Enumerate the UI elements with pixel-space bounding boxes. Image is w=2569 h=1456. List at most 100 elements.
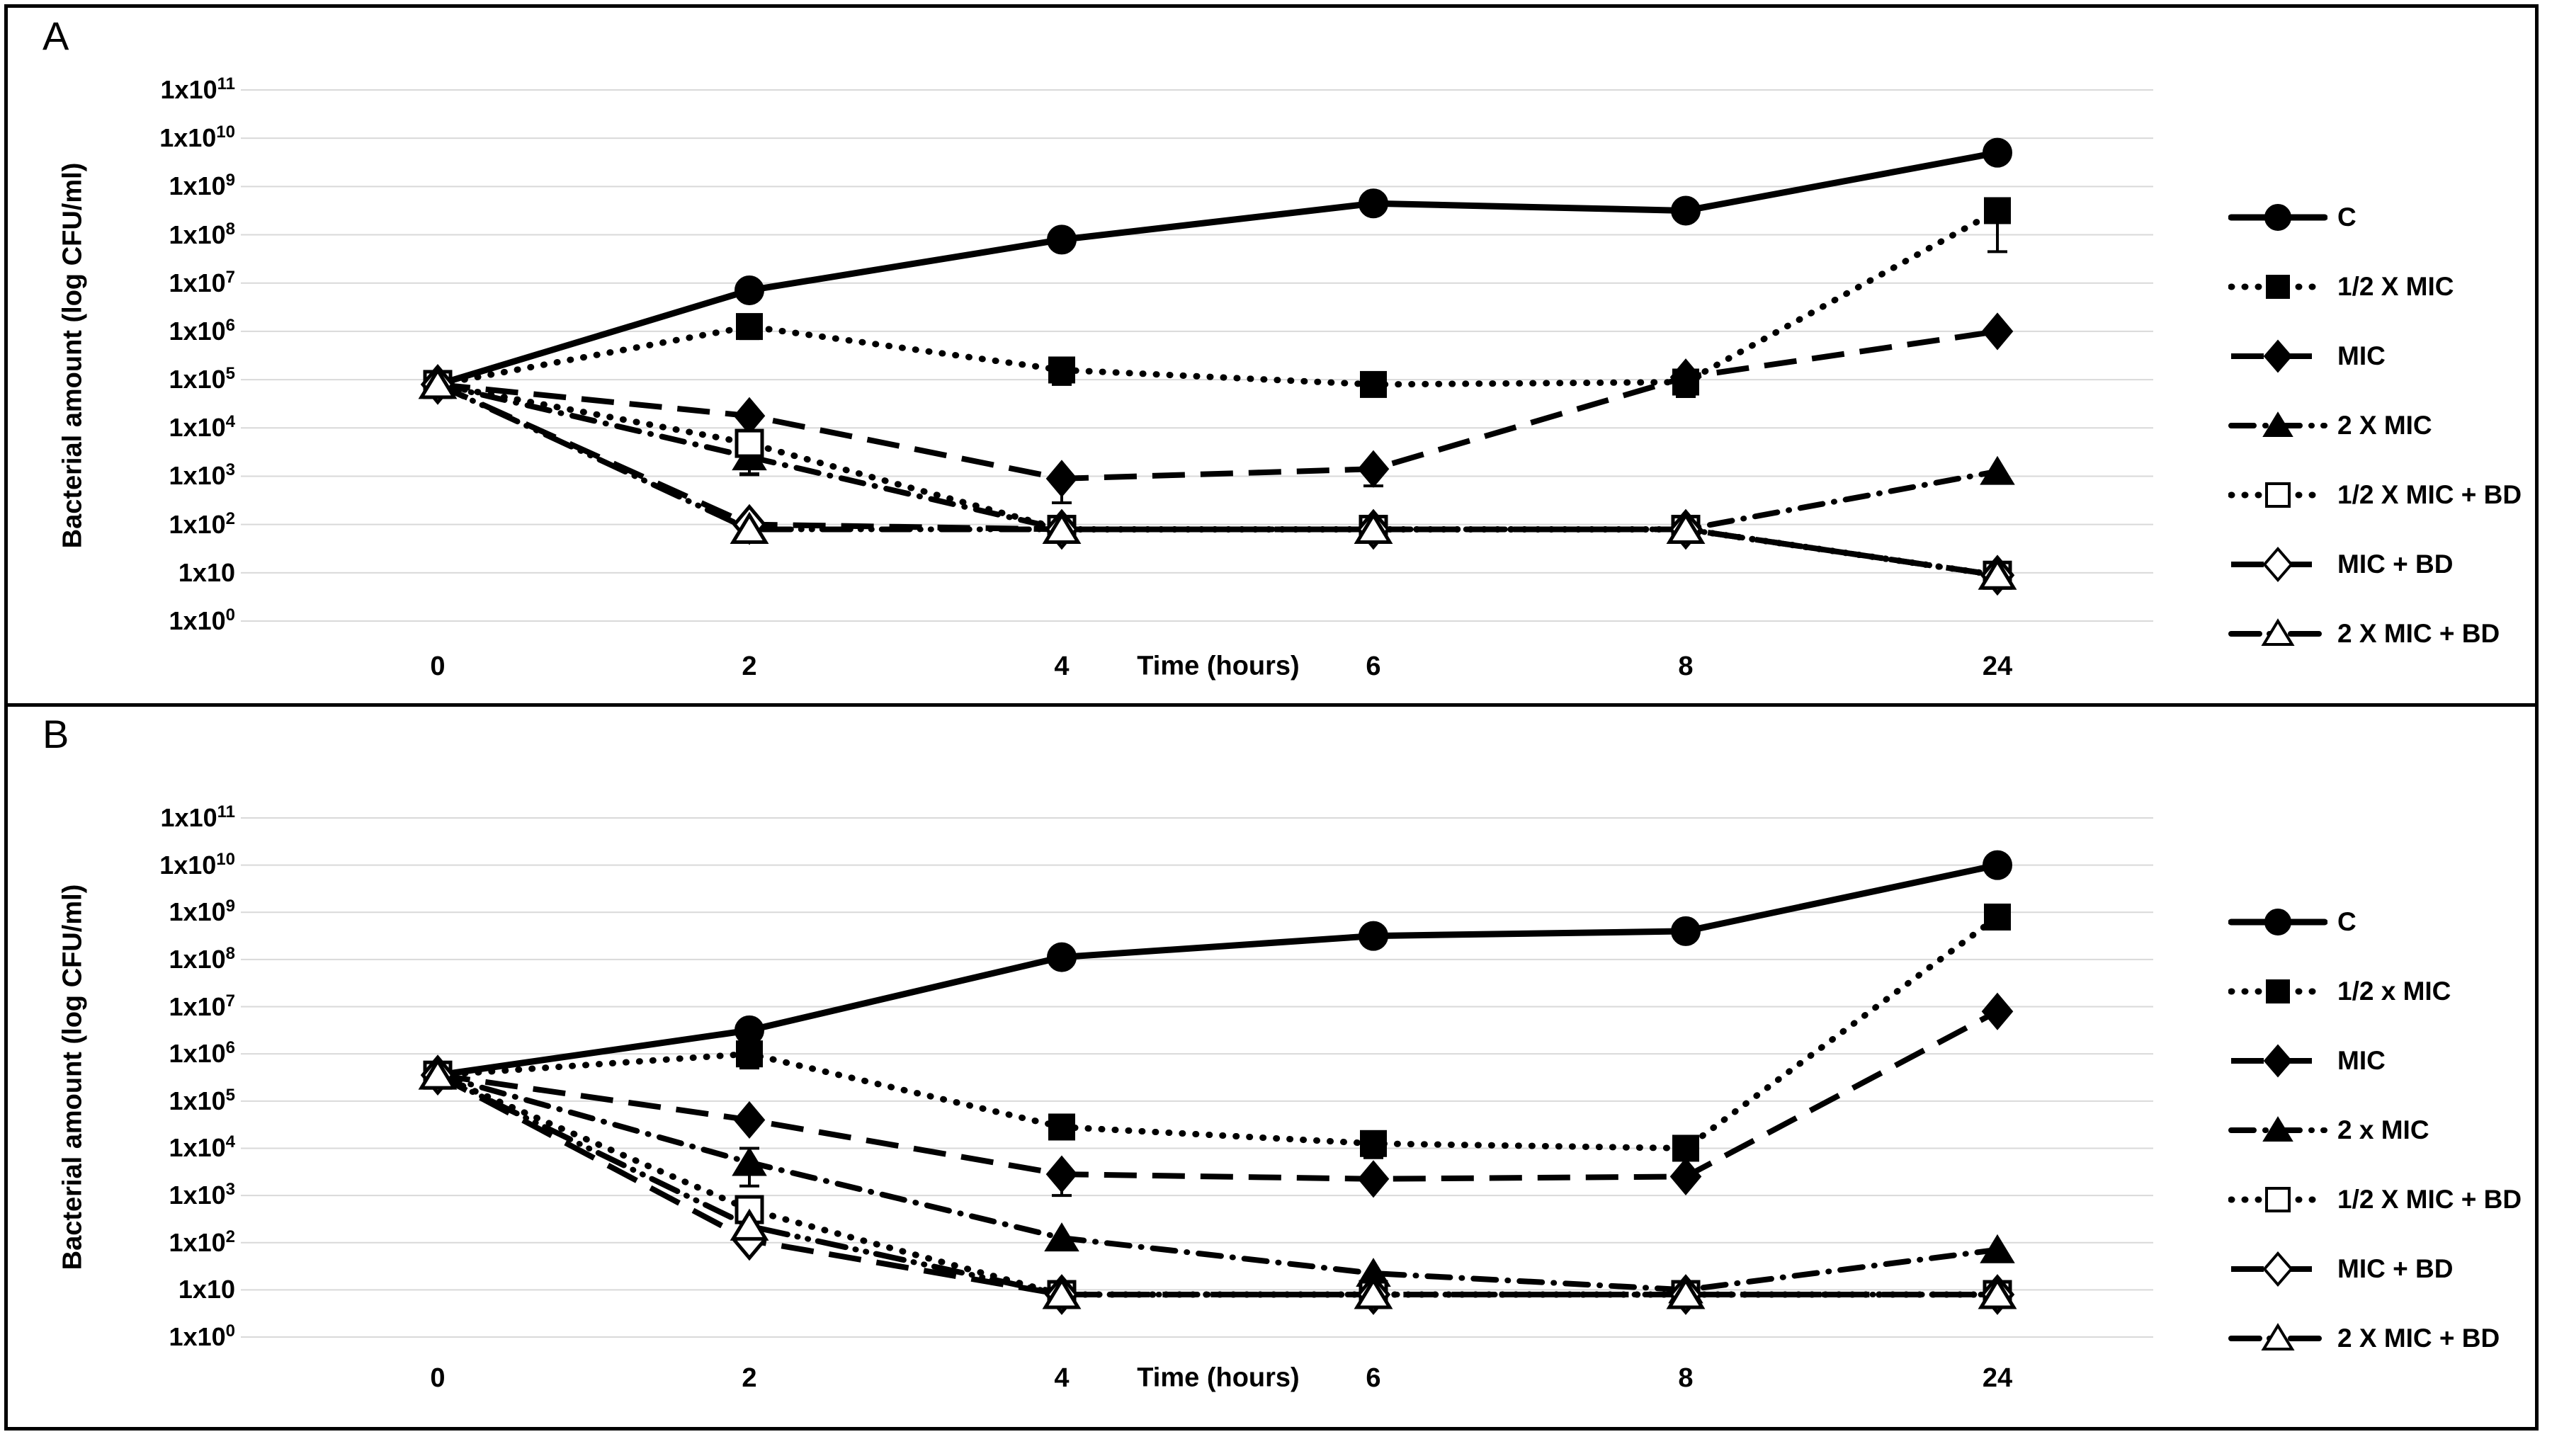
- legend-marker-circle-filled-icon: [2264, 909, 2291, 935]
- legend-line-sample-dotted-square-icon: [2228, 275, 2327, 299]
- legend-item-label: 2 X MIC: [2337, 411, 2432, 440]
- panel-a-series-line-2 X MIC + BD: [435, 381, 2000, 579]
- panel-b-series-line-2 x MIC: [435, 1072, 2000, 1293]
- panel-b-marker-2 x MIC-t2: [732, 1147, 767, 1176]
- panel-b-marker-2 x MIC-t24: [1980, 1234, 2015, 1263]
- panel-b-xtick-24: 24: [1982, 1363, 2013, 1393]
- legend-item-label: 2 x MIC: [2337, 1115, 2429, 1144]
- panel-b-marker-2 X MIC + BD-t4: [1042, 1277, 1082, 1309]
- panel-a-ytick-1x10^4: 1x104: [169, 412, 235, 443]
- panel-b-ytick-1x10^8: 1x108: [169, 943, 235, 974]
- legend-marker-square-filled-icon: [2266, 275, 2290, 299]
- panel-b-marker-C-t6: [1359, 921, 1388, 951]
- panel-b-marker-2 X MIC + BD-t0: [418, 1057, 458, 1090]
- panel-a-marker-2 X MIC + BD-t2: [730, 511, 769, 544]
- panel-a-ytick-1x10^6: 1x106: [169, 315, 235, 346]
- panel-b-ytick-1x10^11: 1x1011: [160, 802, 235, 832]
- legend-item-label: 1/2 X MIC + BD: [2337, 480, 2522, 509]
- panel-a-marker-2 X MIC + BD-t0: [418, 367, 458, 399]
- panel-b-marker-MIC-t24: [1981, 992, 2014, 1030]
- panel-a-marker-C-t8: [1671, 195, 1701, 226]
- panel-b-marker-1/2 x MIC-t2: [736, 1040, 763, 1068]
- legend-line-sample-dash-dot-dot-triangle-icon: [2228, 618, 2327, 646]
- panel-a-marker-C-t4: [1047, 224, 1077, 255]
- panel-b-marker-C-t24: [1983, 850, 2012, 880]
- panel-b-series-line-2 X MIC + BD: [435, 1072, 2000, 1298]
- panel-b-ytick-1x10^2: 1x102: [169, 1227, 235, 1257]
- legend-item-label: 1/2 X MIC + BD: [2337, 1185, 2522, 1214]
- legend-line-sample-long-dash-diamond-icon: [2231, 546, 2325, 583]
- panel-a-marker-C-t24: [1983, 137, 2012, 168]
- legend-item-label: MIC + BD: [2337, 550, 2454, 579]
- legend-item-label: MIC: [2337, 341, 2386, 370]
- panel-b-marker-C-t8: [1671, 916, 1701, 946]
- legend-line-sample-long-dash-diamond-icon: [2231, 1251, 2325, 1287]
- panel-b-xtick-6: 6: [1366, 1363, 1381, 1393]
- panel-b-legend-item-MIC + BD: MIC + BD: [2228, 1251, 2453, 1287]
- panel-a-marker-2 X MIC + BD-t24: [1978, 557, 2017, 590]
- panel-b-legend-item-2 x MIC: 2 x MIC: [2228, 1112, 2429, 1149]
- legend-item-label: MIC: [2337, 1046, 2386, 1075]
- panel-a-marker-1/2 X MIC-t24: [1984, 197, 2011, 224]
- legend-line-sample-dotted-square-icon: [2228, 482, 2327, 508]
- panel-a-ytick-1x10^7: 1x107: [169, 267, 235, 297]
- panel-b-ytick-1x10^0: 1x100: [169, 1321, 235, 1351]
- panel-b-series-line-C: [434, 862, 2001, 1079]
- legend-marker-diamond-open-icon: [2262, 546, 2293, 583]
- panel-a-marker-2 X MIC + BD-t8: [1666, 511, 1706, 544]
- panel-a-marker-2 X MIC-t24: [1980, 455, 2015, 485]
- panel-a-marker-MIC-t6: [1357, 450, 1390, 488]
- panel-a-marker-1/2 X MIC-t6: [1360, 370, 1387, 398]
- panel-b-series-line-MIC: [437, 1008, 1999, 1182]
- panel-b-xtick-2: 2: [742, 1363, 757, 1393]
- panel-a-marker-1/2 X MIC + BD-t2: [735, 428, 764, 458]
- panel-b-marker-2 X MIC + BD-t6: [1354, 1277, 1393, 1309]
- legend-line-sample-solid-circle-icon: [2228, 204, 2327, 231]
- panel-b-y-axis-title: Bacterial amount (log CFU/ml): [57, 884, 88, 1270]
- panel-a-series-line-1/2 X MIC: [434, 207, 2001, 388]
- panel-b-x-axis-title: Time (hours): [1137, 1363, 1300, 1393]
- panel-a-marker-2 X MIC + BD-t6: [1354, 511, 1393, 544]
- panel-b-xtick-0: 0: [430, 1363, 446, 1393]
- panel-a-xtick-6: 6: [1366, 652, 1381, 681]
- panel-a-letter: A: [42, 13, 69, 58]
- legend-item-label: 1/2 X MIC: [2337, 272, 2454, 301]
- legend-marker-square-open-icon: [2265, 1187, 2291, 1212]
- panel-b-marker-MIC-t8: [1669, 1157, 1702, 1195]
- panel-a-marker-C-t2: [735, 275, 764, 305]
- panel-b-marker-2 X MIC + BD-t8: [1666, 1277, 1706, 1309]
- legend-item-label: 2 X MIC + BD: [2337, 619, 2500, 648]
- panel-b-xtick-8: 8: [1678, 1363, 1694, 1393]
- panel-a-marker-MIC-t4: [1045, 460, 1078, 498]
- legend-marker-triangle-filled-icon: [2262, 1116, 2293, 1142]
- panel-a-legend-item-C: C: [2228, 199, 2357, 236]
- legend-item-label: 1/2 x MIC: [2337, 977, 2451, 1006]
- panel-b-ytick-1x10^3: 1x103: [169, 1180, 235, 1210]
- legend-item-label: C: [2337, 203, 2357, 232]
- legend-line-sample-long-dash-diamond-icon: [2231, 339, 2325, 373]
- panel-b-ytick-1x10^5: 1x105: [169, 1085, 235, 1115]
- panel-a-marker-1/2 X MIC-t2: [736, 313, 763, 341]
- panel-b-marker-2 X MIC + BD-t24: [1978, 1277, 2017, 1309]
- panel-a-series-line-MIC: [437, 328, 1998, 482]
- panel-a-ytick-1x10: 1x10: [178, 557, 235, 587]
- panel-a-xtick-8: 8: [1678, 652, 1694, 681]
- legend-line-sample-long-dash-diamond-icon: [2231, 1044, 2325, 1078]
- panel-b-marker-MIC-t2: [733, 1100, 766, 1139]
- legend-marker-diamond-filled-icon: [2263, 339, 2293, 373]
- panel-a-legend-item-1/2 X MIC: 1/2 X MIC: [2228, 268, 2454, 305]
- panel-a-legend-item-2 X MIC + BD: 2 X MIC + BD: [2228, 615, 2500, 652]
- panel-b-legend-item-2 X MIC + BD: 2 X MIC + BD: [2228, 1320, 2500, 1357]
- legend-marker-diamond-open-icon: [2262, 1251, 2293, 1287]
- panel-b-marker-1/2 x MIC-t24: [1984, 903, 2011, 931]
- panel-b-legend-item-MIC: MIC: [2228, 1042, 2386, 1079]
- panel-a-marker-1/2 X MIC-t4: [1048, 356, 1075, 384]
- panel-a-xtick-4: 4: [1054, 652, 1070, 681]
- legend-marker-triangle-open-icon: [2261, 618, 2295, 646]
- panel-b-ytick-1x10^9: 1x109: [169, 897, 235, 927]
- panel-b-ytick-1x10: 1x10: [178, 1275, 235, 1304]
- legend-marker-diamond-filled-icon: [2263, 1044, 2293, 1078]
- panel-a-ytick-1x10^3: 1x103: [169, 460, 235, 491]
- panel-a-ytick-1x10^8: 1x108: [169, 219, 235, 249]
- legend-item-label: MIC + BD: [2337, 1254, 2454, 1283]
